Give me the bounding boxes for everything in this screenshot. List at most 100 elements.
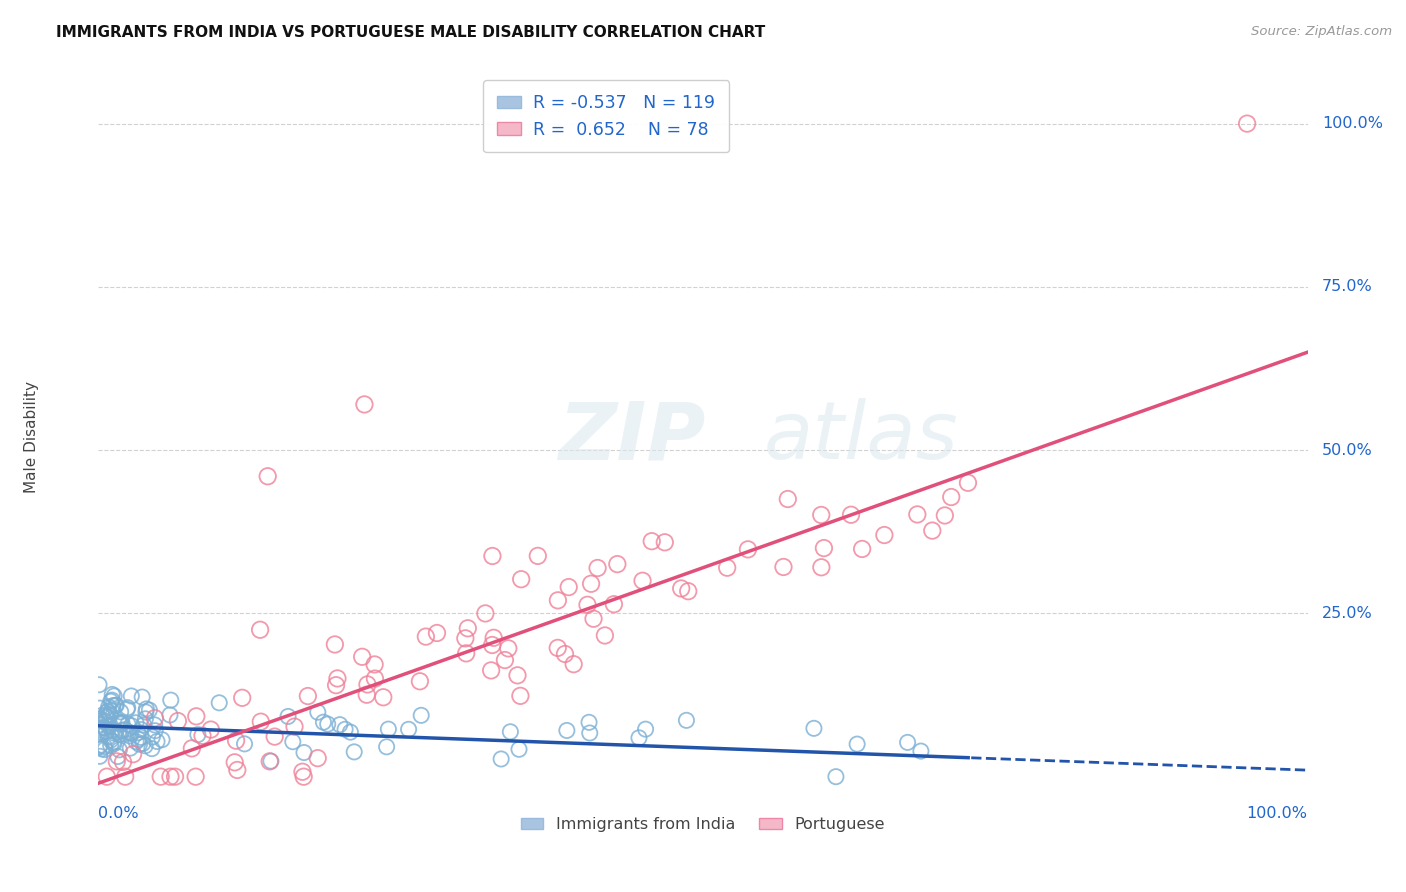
Point [281,735,304,749]
Point [110,715,132,730]
Point [326,672,349,686]
Point [135,705,157,719]
Point [377,722,399,736]
Point [186,709,208,723]
Point [557,580,579,594]
Point [921,524,943,538]
Point [776,491,799,506]
Point [97,699,120,714]
Point [259,755,281,769]
Point [96,705,118,719]
Point [905,508,928,522]
Text: 100.0%: 100.0% [1247,806,1308,821]
Point [527,549,550,563]
Point [582,612,605,626]
Point [411,708,433,723]
Point [398,723,420,737]
Point [143,711,166,725]
Point [803,722,825,736]
Text: 75.0%: 75.0% [1322,279,1372,294]
Point [851,541,873,556]
Text: 0.0%: 0.0% [98,806,139,821]
Point [578,715,600,730]
Point [873,528,896,542]
Point [941,490,963,504]
Point [494,653,516,667]
Point [810,560,832,574]
Point [111,716,134,731]
Point [489,752,512,766]
Point [127,732,149,747]
Point [110,728,132,742]
Point [100,733,122,747]
Point [409,674,432,689]
Point [474,607,496,621]
Point [132,718,155,732]
Point [128,737,150,751]
Point [125,715,148,730]
Point [87,727,110,741]
Point [94,714,117,729]
Point [149,770,172,784]
Point [159,770,181,784]
Point [508,742,530,756]
Point [101,688,124,702]
Point [634,722,657,736]
Point [810,508,832,522]
Point [117,725,139,739]
Point [120,689,142,703]
Point [97,719,120,733]
Point [415,630,437,644]
Point [256,469,278,483]
Point [93,739,115,754]
Point [333,723,356,737]
Point [316,717,339,731]
Point [96,724,118,739]
Point [90,708,112,723]
Point [105,755,128,769]
Point [343,745,366,759]
Text: IMMIGRANTS FROM INDIA VS PORTUGUESE MALE DISABILITY CORRELATION CHART: IMMIGRANTS FROM INDIA VS PORTUGUESE MALE… [56,25,765,40]
Point [94,709,117,723]
Point [110,717,132,731]
Point [135,702,157,716]
Point [675,714,697,728]
Point [606,557,628,571]
Point [631,574,654,588]
Text: 100.0%: 100.0% [1322,116,1384,131]
Point [100,739,122,753]
Text: ZIP: ZIP [558,398,706,476]
Point [107,725,129,739]
Point [627,731,650,745]
Point [576,598,599,612]
Point [120,719,142,733]
Point [479,664,502,678]
Point [94,721,117,735]
Text: Male Disability: Male Disability [24,381,39,493]
Point [364,672,387,686]
Point [103,737,125,751]
Point [825,770,848,784]
Point [426,626,449,640]
Point [547,640,569,655]
Point [115,702,138,716]
Point [159,708,181,723]
Point [669,582,692,596]
Point [111,723,134,738]
Point [97,705,120,719]
Point [87,722,110,736]
Point [134,739,156,753]
Point [138,703,160,717]
Point [143,718,166,732]
Point [187,728,209,742]
Point [100,694,122,708]
Point [1236,117,1258,131]
Legend: Immigrants from India, Portuguese: Immigrants from India, Portuguese [515,811,891,838]
Point [98,718,121,732]
Point [956,475,979,490]
Point [676,584,699,599]
Point [90,714,112,728]
Point [260,754,283,768]
Point [547,593,569,607]
Point [146,734,169,748]
